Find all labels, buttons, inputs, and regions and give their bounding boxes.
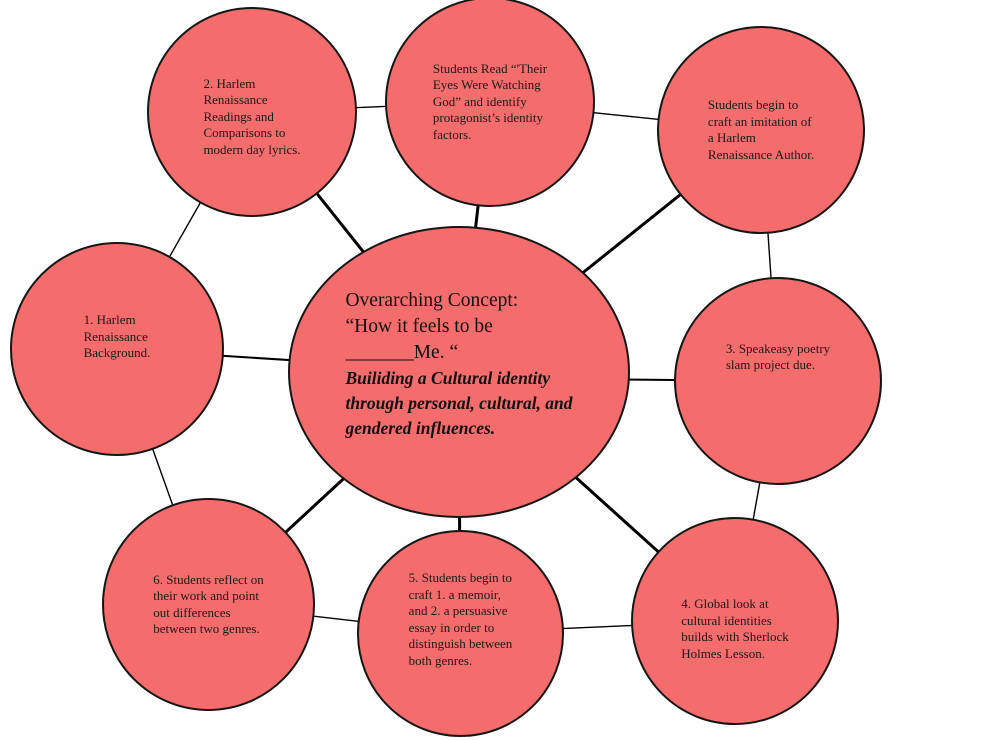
node-5-memoir-persuasive-essay[interactable]: 5. Students begin to craft 1. a memoir, … bbox=[357, 530, 564, 737]
node-4-global-look-sherlock[interactable]: 4. Global look at cultural identities bu… bbox=[631, 517, 839, 725]
node-6-label: 6. Students reflect on their work and po… bbox=[153, 571, 264, 637]
node-imitation-label: Students begin to craft an imitation of … bbox=[707, 97, 815, 162]
node-3-speakeasy-poetry-slam[interactable]: 3. Speakeasy poetry slam project due. bbox=[674, 277, 882, 485]
center-node-subtitle: Builiding a Cultural identity through pe… bbox=[345, 367, 573, 438]
center-node-title: Overarching Concept: “How it feels to be… bbox=[345, 289, 519, 363]
node-their-eyes-were-watching-god[interactable]: Students Read “'Their Eyes Were Watching… bbox=[385, 0, 595, 207]
node-imitation-of-author[interactable]: Students begin to craft an imitation of … bbox=[657, 26, 865, 234]
center-node-overarching-concept[interactable]: Overarching Concept: “How it feels to be… bbox=[288, 226, 630, 518]
node-2-harlem-readings[interactable]: 2. Harlem Renaissance Readings and Compa… bbox=[147, 7, 357, 217]
center-node-text: Overarching Concept: “How it feels to be… bbox=[345, 288, 572, 441]
node-2-label: 2. Harlem Renaissance Readings and Compa… bbox=[203, 75, 301, 157]
node-1-harlem-background[interactable]: 1. Harlem Renaissance Background. bbox=[10, 242, 224, 456]
node-3-label: 3. Speakeasy poetry slam project due. bbox=[725, 340, 831, 373]
node-1-label: 1. Harlem Renaissance Background. bbox=[83, 312, 151, 361]
node-5-label: 5. Students begin to craft 1. a memoir, … bbox=[408, 570, 513, 668]
node-6-students-reflect[interactable]: 6. Students reflect on their work and po… bbox=[102, 498, 315, 711]
node-their-eyes-label: Students Read “'Their Eyes Were Watching… bbox=[432, 60, 548, 142]
node-4-label: 4. Global look at cultural identities bu… bbox=[681, 596, 789, 661]
